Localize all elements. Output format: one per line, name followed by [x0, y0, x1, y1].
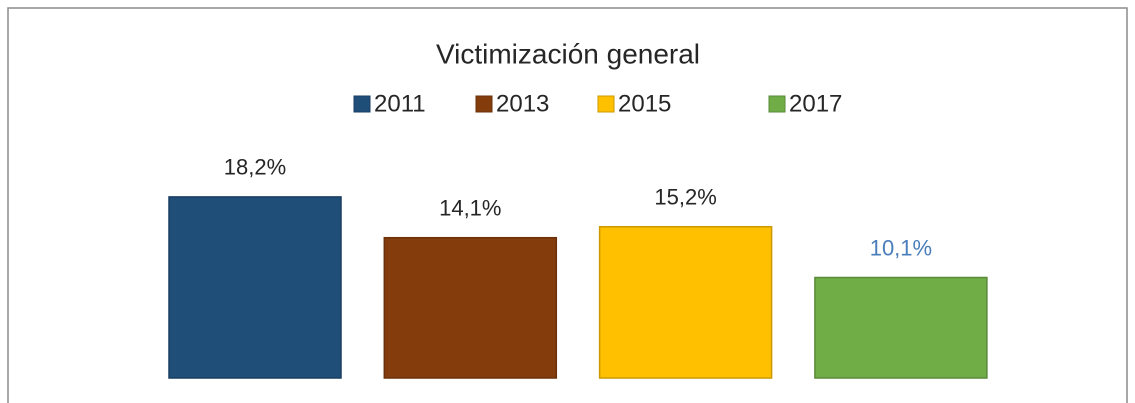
bar — [168, 196, 342, 379]
legend-swatch — [475, 95, 493, 113]
data-label: 14,1% — [439, 196, 501, 221]
legend-swatch — [768, 95, 786, 113]
legend-swatch — [597, 95, 615, 113]
data-label: 18,2% — [224, 155, 286, 180]
data-label: 15,2% — [654, 185, 716, 210]
legend-label: 2011 — [374, 90, 426, 117]
legend-label: 2017 — [789, 90, 842, 117]
legend-swatch — [353, 95, 371, 113]
legend-label: 2015 — [618, 90, 671, 117]
chart-title: Victimización general — [436, 38, 700, 69]
chart-frame — [7, 7, 1128, 403]
legend-label: 2013 — [496, 90, 549, 117]
bar — [598, 226, 773, 379]
bar — [383, 236, 558, 379]
data-label: 10,1% — [870, 235, 932, 260]
bar — [814, 276, 988, 379]
